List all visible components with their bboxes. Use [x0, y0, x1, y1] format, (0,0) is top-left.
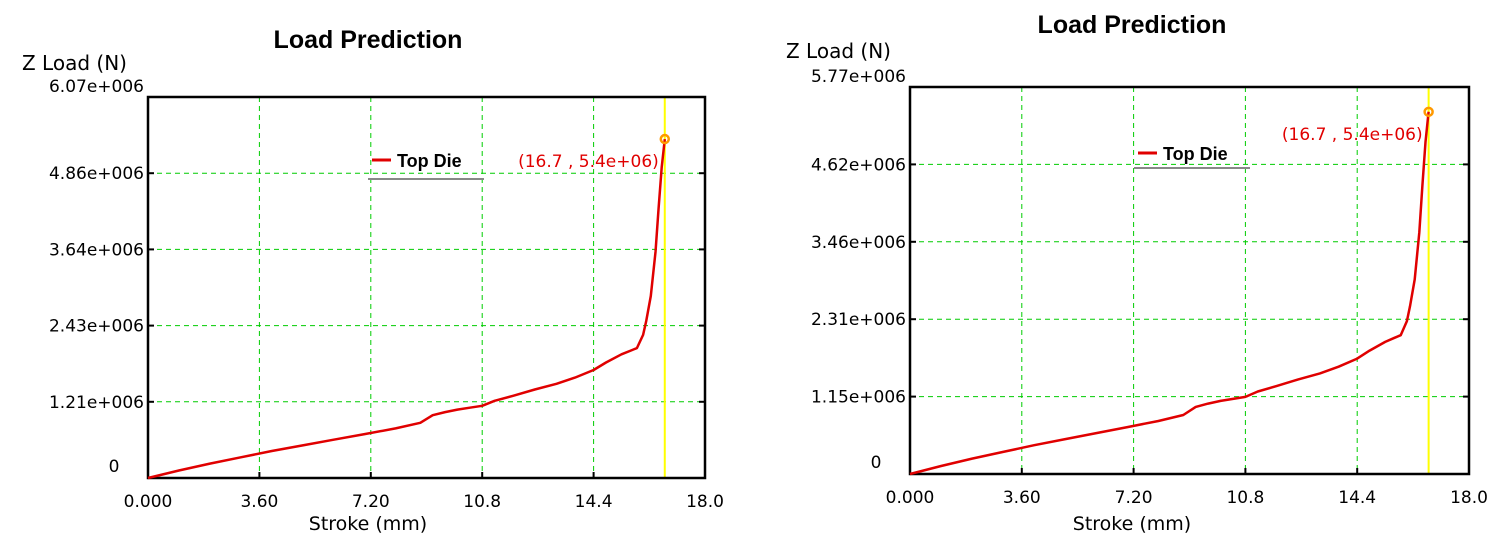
y-tick-label: 3.46e+006 [811, 233, 906, 253]
x-tick-label: 10.8 [463, 492, 501, 512]
chart-title: Load Prediction [1038, 11, 1227, 39]
x-tick-label: 0.000 [124, 492, 173, 512]
x-axis-label: Stroke (mm) [1073, 513, 1191, 535]
x-tick-label: 3.60 [1003, 488, 1041, 508]
y-tick-label: 1.21e+006 [49, 393, 144, 413]
x-tick-label: 7.20 [352, 492, 390, 512]
x-tick-label: 18.0 [686, 492, 724, 512]
marker-annotation: (16.7 , 5.4e+06) [1282, 125, 1423, 145]
legend: Top Die [368, 151, 484, 180]
plot-frame [146, 95, 707, 480]
chart-title: Load Prediction [274, 26, 463, 54]
chart-panel-1: (16.7 , 5.4e+06) Load Prediction Z Load (N… [22, 26, 724, 535]
x-axis-label: Stroke (mm) [309, 513, 427, 535]
x-tick-label: 14.4 [1338, 488, 1376, 508]
legend-label: Top Die [397, 151, 462, 171]
y-axis-label: Z Load (N) [22, 51, 127, 75]
legend: Top Die [1134, 144, 1250, 169]
x-tick-label: 14.4 [575, 492, 613, 512]
y-axis-label: Z Load (N) [786, 39, 891, 63]
y-tick-label: 2.31e+006 [811, 310, 906, 330]
y-tick-label: 0 [109, 457, 120, 477]
x-tick-label: 10.8 [1226, 488, 1264, 508]
y-tick-label: 4.86e+006 [49, 164, 144, 184]
legend-label: Top Die [1163, 144, 1228, 164]
series-line-top-die [909, 111, 1430, 476]
y-tick-label: 0 [871, 453, 882, 473]
x-tick-label: 18.0 [1450, 488, 1488, 508]
series-line-top-die [147, 138, 667, 480]
x-tick-label: 3.60 [240, 492, 278, 512]
chart-panel-2: (16.7 , 5.4e+06) Load Prediction Z Load (N… [786, 11, 1488, 535]
y-tick-label: 6.07e+006 [49, 77, 144, 97]
y-tick-label: 3.64e+006 [49, 240, 144, 260]
y-tick-label: 4.62e+006 [811, 155, 906, 175]
plot-frame [908, 85, 1471, 476]
marker-annotation: (16.7 , 5.4e+06) [518, 152, 659, 172]
x-tick-label: 0.000 [886, 488, 935, 508]
marker-point[interactable] [659, 133, 671, 145]
marker-point[interactable] [1423, 106, 1434, 118]
y-tick-label: 1.15e+006 [811, 388, 906, 408]
y-tick-label: 2.43e+006 [49, 317, 144, 337]
y-tick-label: 5.77e+006 [811, 67, 906, 87]
x-tick-label: 7.20 [1115, 488, 1153, 508]
